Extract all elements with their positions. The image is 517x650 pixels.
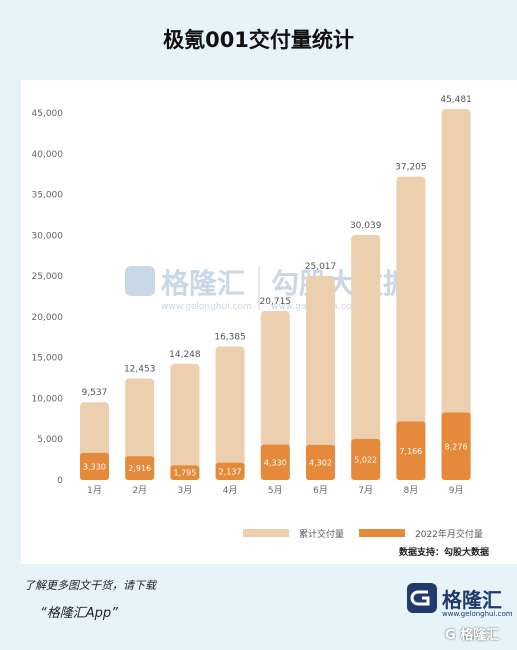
brand-url: www.gelonghui.com: [442, 610, 513, 618]
bar-cumulative: [215, 346, 245, 480]
bar-value-label: 25,017: [305, 262, 337, 272]
bar-value-label: 20,715: [260, 297, 292, 307]
bar-monthly: [80, 452, 109, 480]
bar-value-label: 9,537: [82, 388, 108, 398]
corner-watermark: G 格隆汇: [445, 628, 500, 643]
y-tick-label: 35,000: [32, 191, 64, 201]
y-tick-label: 30,000: [32, 231, 64, 241]
x-tick-label: 7月: [358, 485, 373, 496]
bars: 9,537 3,330 12,453 2,916 14,248 1,795 16,385 2,…: [80, 95, 472, 480]
watermark-url: www.gelonghui.com: [161, 302, 252, 312]
legend-swatch-cumulative: [243, 529, 289, 537]
x-tick-label: 5月: [268, 485, 283, 496]
x-tick-label: 1月: [87, 485, 102, 496]
bar-monthly-label: 8,276: [445, 442, 468, 451]
bar-monthly: [215, 462, 245, 480]
watermark-brand: 格隆汇: [161, 267, 245, 300]
y-axis: 0 5,000 10,000 15,000 20,000 25,000 30,000 35,0…: [32, 109, 64, 486]
y-tick-label: 10,000: [32, 394, 64, 404]
x-axis: 1月 2月 3月 4月 5月 6月 7月 8月 9月: [87, 485, 463, 496]
bar-monthly-label: 2,137: [219, 467, 242, 476]
chart-title: 极氪001交付量统计: [163, 28, 354, 52]
bar-monthly-label: 4,330: [264, 458, 287, 467]
watermark-partner: 勾股大数据: [271, 267, 411, 300]
legend-swatch-monthly: [359, 529, 405, 537]
y-tick-label: 20,000: [32, 313, 64, 323]
watermark-logo-icon: [125, 266, 155, 296]
y-tick-label: 40,000: [32, 150, 64, 160]
y-tick-label: 5,000: [37, 435, 63, 445]
bar-cumulative: [170, 363, 200, 480]
legend: 累计交付量 2022年月交付量: [243, 528, 483, 540]
chart-panel: 格隆汇www.gelonghui.com勾股大数据www.gogudata.co…: [21, 80, 517, 564]
bar-value-label: 14,248: [169, 350, 201, 360]
y-tick-label: 25,000: [32, 272, 64, 282]
footer-text: 了解更多图文干货，请下载: [24, 579, 156, 592]
x-tick-label: 8月: [404, 485, 419, 496]
bar-monthly-label: 4,302: [309, 458, 332, 467]
x-tick-label: 2月: [132, 485, 147, 496]
brand-name: 格隆汇: [442, 588, 502, 612]
x-tick-label: 6月: [313, 485, 328, 496]
footer-app-name: “格隆汇App”: [40, 606, 118, 621]
x-tick-label: 3月: [178, 485, 193, 496]
legend-label-monthly: 2022年月交付量: [415, 528, 483, 540]
bar-value-label: 45,481: [440, 95, 472, 105]
bar-monthly: [170, 465, 200, 480]
bar-cumulative: [260, 311, 290, 480]
bar-monthly-label: 5,022: [354, 456, 377, 465]
bar-value-label: 12,453: [124, 364, 156, 374]
y-tick-label: 15,000: [32, 354, 64, 364]
bar-monthly: [125, 456, 155, 480]
bar-monthly: [260, 444, 290, 480]
x-tick-label: 9月: [449, 485, 464, 496]
legend-label-cumulative: 累计交付量: [299, 528, 344, 540]
x-tick-label: 4月: [223, 485, 238, 496]
bar-cumulative: [306, 275, 335, 480]
bar-cumulative: [351, 235, 381, 480]
bar-monthly: [351, 439, 381, 480]
bar-monthly-label: 1,795: [173, 469, 196, 478]
bar-chart: 格隆汇www.gelonghui.com勾股大数据www.gogudata.co…: [32, 95, 490, 558]
bar-cumulative: [441, 109, 471, 480]
data-source: 数据支持：勾股大数据: [399, 546, 489, 558]
bar-monthly-label: 7,166: [399, 447, 422, 456]
bar-monthly-label: 3,330: [83, 462, 106, 471]
y-tick-label: 45,000: [32, 109, 64, 119]
bar-value-label: 37,205: [395, 163, 427, 173]
bar-monthly-label: 2,916: [128, 464, 151, 473]
bar-value-label: 16,385: [214, 332, 246, 342]
bar-value-label: 30,039: [350, 221, 382, 231]
bar-monthly: [441, 412, 471, 480]
bar-monthly: [396, 421, 426, 480]
y-tick-label: 0: [57, 476, 63, 486]
bar-cumulative: [125, 378, 155, 480]
brand-logo: 格隆汇 www.gelonghui.com: [406, 582, 513, 618]
brand-logo-icon: [407, 583, 437, 613]
bar-monthly: [306, 444, 335, 480]
bar-cumulative: [396, 176, 426, 480]
